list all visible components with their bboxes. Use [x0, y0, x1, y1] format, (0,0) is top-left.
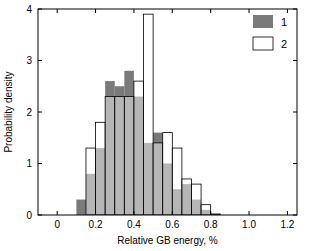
x-tick [133, 9, 134, 13]
histogram-bar [163, 133, 173, 215]
x-tick [57, 211, 58, 215]
y-tick-label: 0 [26, 210, 32, 221]
histogram-bar [134, 81, 144, 215]
x-tick [95, 211, 96, 215]
y-tick-label: 3 [26, 55, 32, 66]
x-tick-label: 0.6 [165, 219, 179, 230]
histogram-bar [115, 86, 125, 215]
chart: 00.20.40.60.81.01.201234Relative GB ener… [0, 0, 312, 251]
plot-frame [38, 9, 297, 215]
histogram-bar [153, 143, 163, 215]
y-tick [293, 112, 297, 113]
y-tick [293, 215, 297, 216]
histogram-bar [172, 148, 182, 215]
legend: 12 [253, 15, 287, 50]
x-tick [133, 211, 134, 215]
histogram-bar [105, 97, 115, 215]
histogram-bar [86, 148, 96, 215]
x-tick [287, 211, 288, 215]
y-tick-label: 1 [26, 158, 32, 169]
y-tick [38, 60, 42, 61]
histogram-bar [96, 122, 106, 215]
x-tick [249, 9, 250, 13]
histogram-bar [191, 184, 201, 215]
x-tick-label: 0.8 [204, 219, 218, 230]
x-tick-label: 0 [54, 219, 60, 230]
y-tick [293, 163, 297, 164]
y-axis-label: Probability density [3, 71, 14, 152]
histogram-bar [144, 14, 154, 215]
histogram-bar [124, 71, 134, 215]
x-tick [210, 9, 211, 13]
histogram-bar [115, 97, 125, 215]
y-tick [38, 163, 42, 164]
legend-swatch [253, 15, 273, 28]
y-tick [293, 9, 297, 10]
histogram-bar [182, 179, 192, 215]
histogram-bar [201, 205, 211, 215]
x-tick-label: 1.2 [280, 219, 294, 230]
bars [76, 14, 220, 215]
histogram-bar [105, 81, 115, 215]
y-tick-label: 4 [26, 4, 32, 15]
x-tick [57, 9, 58, 13]
histogram-bar [153, 133, 163, 215]
x-tick-label: 1.0 [242, 219, 256, 230]
legend-swatch [253, 37, 273, 50]
y-tick [38, 112, 42, 113]
y-tick [38, 215, 42, 216]
y-tick [38, 9, 42, 10]
x-axis-label: Relative GB energy, % [117, 235, 218, 246]
x-tick [210, 211, 211, 215]
x-tick [172, 211, 173, 215]
y-tick [293, 60, 297, 61]
x-tick [287, 9, 288, 13]
x-tick [249, 211, 250, 215]
legend-label: 1 [281, 16, 287, 28]
x-tick [95, 9, 96, 13]
histogram-bar [76, 200, 86, 215]
x-tick-label: 0.2 [89, 219, 103, 230]
histogram-bar [124, 97, 134, 215]
x-tick [172, 9, 173, 13]
x-tick-label: 0.4 [127, 219, 141, 230]
legend-label: 2 [281, 38, 287, 50]
y-tick-label: 2 [26, 107, 32, 118]
